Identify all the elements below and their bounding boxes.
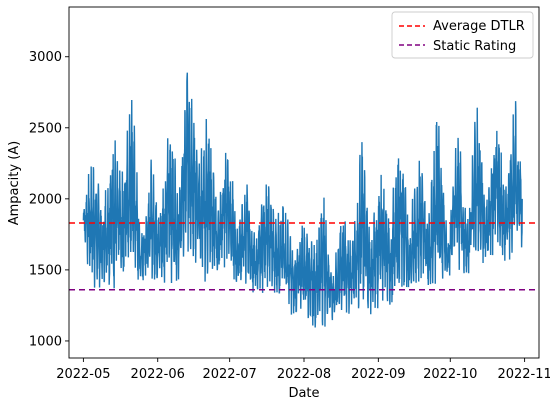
reference-lines xyxy=(69,222,539,291)
legend-label-static-rating: Static Rating xyxy=(433,39,516,54)
x-axis-label: Date xyxy=(288,386,319,401)
x-tick-label: 2022-11 xyxy=(497,367,550,382)
legend-box xyxy=(391,11,534,59)
x-tick-label: 2022-10 xyxy=(423,367,477,382)
x-tick-label: 2022-07 xyxy=(202,367,256,382)
ampacity-series-line xyxy=(82,72,523,328)
x-tick-label: 2022-08 xyxy=(277,367,331,382)
y-axis-label: Ampacity (A) xyxy=(7,141,22,226)
y-tick-label: 1500 xyxy=(29,263,62,278)
y-tick-label: 1000 xyxy=(29,334,62,349)
y-axis-ticks: 1000 1500 2000 2500 3000 xyxy=(29,50,69,349)
y-tick-label: 3000 xyxy=(29,50,62,65)
series-layer xyxy=(82,72,523,328)
y-tick-label: 2000 xyxy=(29,192,62,207)
x-axis-ticks: 2022-05 2022-06 2022-07 2022-08 2022-09 2022-… xyxy=(56,358,550,382)
x-tick-label: 2022-05 xyxy=(56,367,110,382)
x-tick-label: 2022-06 xyxy=(131,367,185,382)
y-tick-label: 2500 xyxy=(29,121,62,136)
legend: Average DTLR Static Rating xyxy=(391,11,534,59)
plot-area xyxy=(69,7,539,358)
x-tick-label: 2022-09 xyxy=(351,367,405,382)
legend-label-average-dtlr: Average DTLR xyxy=(433,19,525,34)
